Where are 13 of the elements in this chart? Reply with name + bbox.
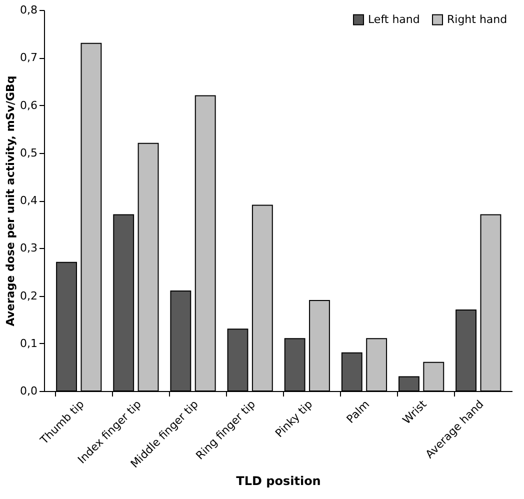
legend-label: Left hand <box>368 12 420 26</box>
y-tick-label: 0,5 <box>20 146 38 160</box>
y-tick-label: 0,7 <box>20 51 38 64</box>
y-tick-label: 0,1 <box>20 336 38 350</box>
y-tick-label: 0,4 <box>20 194 38 207</box>
y-tick-label: 0,3 <box>20 242 38 255</box>
y-tick-label: 0,0 <box>20 384 38 398</box>
legend-label: Right hand <box>447 12 508 26</box>
y-tick-label: 0,8 <box>20 4 38 16</box>
x-axis-title: TLD position <box>236 474 321 488</box>
y-tick-label: 0,6 <box>20 98 38 112</box>
y-axis-title: Average dose per unit activity, mSv/GBq <box>4 76 18 326</box>
y-tick-label: 0,2 <box>20 289 38 302</box>
